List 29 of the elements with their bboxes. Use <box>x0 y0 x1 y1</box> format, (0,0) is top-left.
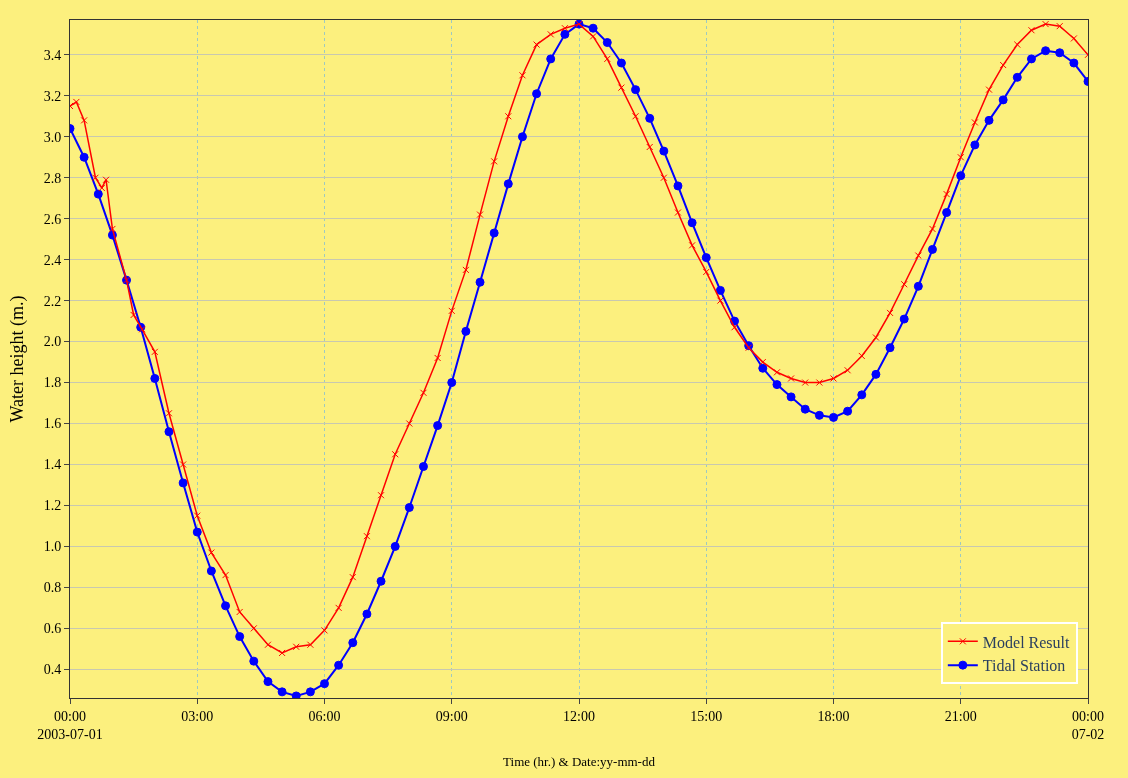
x-tick-label: 03:00 <box>181 708 214 724</box>
x-tick-label: 00:00 2003-07-01 <box>37 708 103 742</box>
y-tick-label: 1.6 <box>43 416 62 432</box>
y-tick-label: 0.4 <box>43 662 62 678</box>
x-tick-label: 21:00 <box>944 708 977 724</box>
y-tick-label: 3.4 <box>43 47 62 63</box>
x-tick-label: 18:00 <box>817 708 850 724</box>
y-tick-label: 1.8 <box>43 375 62 391</box>
y-tick-label: 2.6 <box>43 211 62 227</box>
y-tick-label: 1.4 <box>43 457 62 473</box>
x-tick-label: 12:00 <box>563 708 595 724</box>
legend-label: Model Result <box>982 633 1071 651</box>
x-tick-label: 15:00 <box>690 708 723 724</box>
legend-label: Tidal Station <box>982 657 1066 675</box>
y-tick-label: 2.2 <box>43 293 62 309</box>
y-tick-label: 0.8 <box>43 580 62 596</box>
x-axis-title: Time (hr.) & Date:yy-mm-dd <box>503 753 656 769</box>
y-tick-label: 1.0 <box>43 539 62 555</box>
y-tick-label: 3.2 <box>43 88 62 104</box>
y-tick-label: 2.8 <box>43 170 62 186</box>
y-tick-label: 0.6 <box>43 621 62 637</box>
x-tick-label: 09:00 <box>435 708 468 724</box>
y-tick-label: 2.0 <box>43 334 62 350</box>
y-tick-label: 1.2 <box>43 498 62 514</box>
x-tick-label: 06:00 <box>308 708 341 724</box>
x-tick-label: 00:00 07-02 <box>1071 708 1105 742</box>
y-axis-title: Water height (m.) <box>6 295 28 423</box>
y-tick-label: 2.4 <box>43 252 62 268</box>
y-tick-label: 3.0 <box>43 129 62 145</box>
